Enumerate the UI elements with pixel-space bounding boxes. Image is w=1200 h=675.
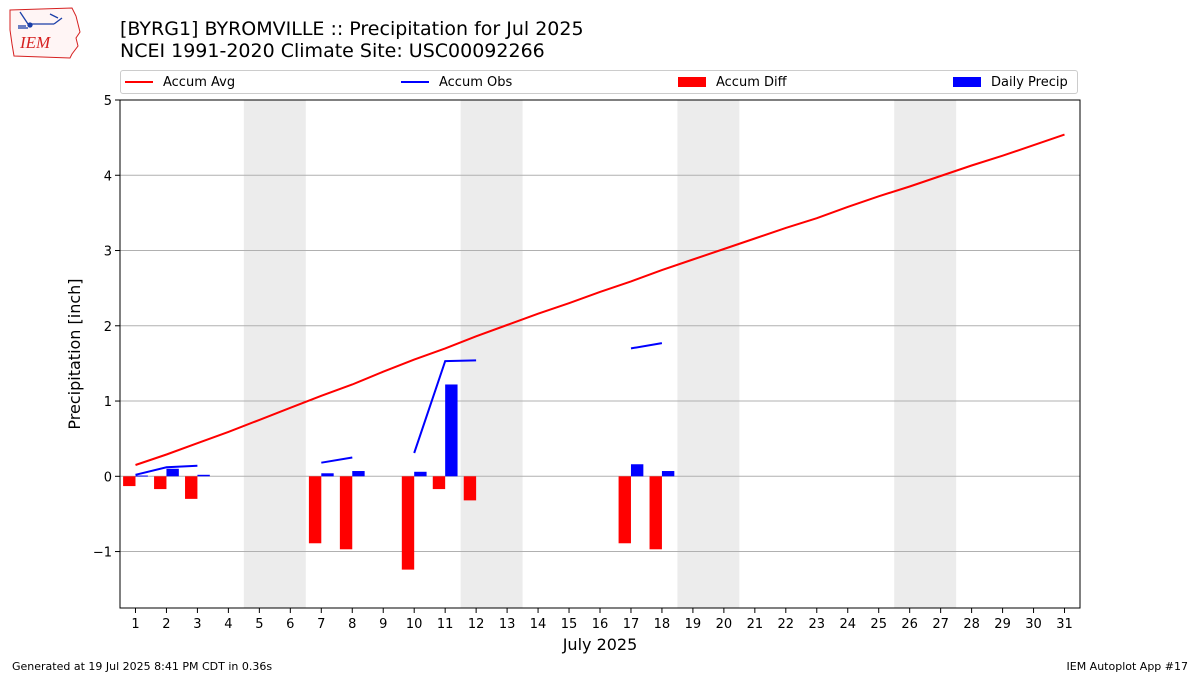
accum-obs-line [321, 456, 353, 464]
weekend-shading [243, 100, 957, 608]
legend-label-accum-diff: Accum Diff [716, 74, 787, 90]
x-tick-label: 6 [286, 617, 294, 632]
daily-precip-bar [166, 468, 179, 477]
legend-swatch-accum-avg [125, 81, 153, 83]
weekend-band-1 [243, 100, 306, 608]
x-tick-label: 25 [870, 617, 887, 632]
x-tick-label: 15 [561, 617, 578, 632]
y-axis-ticks: −1 0 1 2 3 4 5 [93, 94, 120, 561]
accum-obs-line [630, 342, 663, 350]
chart-legend: Accum Avg Accum Obs Accum Diff Daily Pre… [120, 70, 1078, 94]
x-tick-label: 2 [162, 617, 170, 632]
x-tick-label: 4 [224, 617, 232, 632]
x-tick-label: 13 [499, 617, 516, 632]
line-series [135, 133, 1065, 476]
x-tick-label: 9 [379, 617, 387, 632]
chart-subtitle: NCEI 1991-2020 Climate Site: USC00092266 [120, 40, 545, 62]
accum-diff-bar [185, 476, 198, 499]
accum-diff-bar [618, 476, 631, 544]
iem-logo: IEM [9, 7, 81, 59]
x-tick-label: 20 [716, 617, 733, 632]
x-tick-label: 18 [654, 617, 671, 632]
y-tick-label: −1 [93, 546, 112, 561]
legend-item-daily-precip: Daily Precip [953, 71, 1068, 93]
x-tick-label: 16 [592, 617, 609, 632]
x-tick-label: 21 [747, 617, 764, 632]
x-axis-label: July 2025 [562, 635, 638, 654]
x-tick-label: 19 [685, 617, 702, 632]
x-tick-label: 11 [437, 617, 454, 632]
x-tick-label: 1 [131, 617, 139, 632]
daily-precip-bar [445, 384, 458, 477]
legend-label-daily-precip: Daily Precip [991, 74, 1068, 90]
weekend-band-3 [677, 100, 740, 608]
legend-swatch-accum-diff [678, 77, 706, 87]
x-tick-label: 31 [1056, 617, 1073, 632]
accum-diff-bar [401, 476, 415, 570]
y-tick-label: 4 [104, 169, 112, 184]
weather-station-icon [18, 11, 63, 29]
x-axis-ticks: 1 2 3 4 5 6 7 8 9 10 11 12 13 14 15 16 17 18 19 20 21 22 23 24 2… [131, 608, 1073, 632]
x-tick-label: 17 [623, 617, 640, 632]
y-tick-label: 2 [104, 320, 112, 335]
x-tick-label: 30 [1025, 617, 1042, 632]
accum-diff-bar [308, 476, 322, 544]
daily-precip-bar [630, 464, 644, 477]
legend-item-accum-diff: Accum Diff [678, 71, 787, 93]
footer-generated-text: Generated at 19 Jul 2025 8:41 PM CDT in … [12, 660, 273, 673]
legend-swatch-daily-precip [953, 77, 981, 87]
y-axis-label: Precipitation [inch] [65, 278, 84, 429]
x-tick-label: 8 [348, 617, 356, 632]
bar-series [123, 384, 675, 570]
legend-label-accum-avg: Accum Avg [163, 74, 236, 90]
x-tick-label: 29 [994, 617, 1011, 632]
precipitation-chart: 1 2 3 4 5 6 7 8 9 10 11 12 13 14 15 16 17 18 19 20 21 22 23 24 2… [65, 94, 1081, 654]
x-tick-label: 22 [778, 617, 795, 632]
footer-app-text: IEM Autoplot App #17 [1066, 660, 1189, 673]
accum-diff-bar [432, 476, 446, 490]
weekend-band-4 [894, 100, 957, 608]
accum-diff-bar [339, 476, 353, 550]
accum-obs-line [135, 464, 198, 476]
y-tick-label: 5 [104, 94, 112, 109]
y-tick-label: 1 [104, 395, 112, 410]
y-tick-label: 3 [104, 245, 112, 260]
accum-obs-line [413, 359, 477, 454]
x-tick-label: 28 [963, 617, 980, 632]
daily-precip-bar [352, 471, 365, 477]
x-tick-label: 23 [809, 617, 826, 632]
weekend-band-2 [460, 100, 523, 608]
chart-title: [BYRG1] BYROMVILLE :: Precipitation for … [120, 18, 584, 40]
x-tick-label: 12 [468, 617, 485, 632]
daily-precip-bar [321, 473, 334, 477]
legend-swatch-accum-obs [401, 81, 429, 83]
legend-label-accum-obs: Accum Obs [439, 74, 513, 90]
x-tick-label: 5 [255, 617, 263, 632]
x-tick-label: 14 [530, 617, 547, 632]
x-tick-label: 7 [317, 617, 325, 632]
x-tick-label: 3 [193, 617, 201, 632]
accum-diff-bar [463, 476, 477, 501]
x-tick-label: 27 [932, 617, 949, 632]
legend-item-accum-avg: Accum Avg [125, 71, 235, 93]
daily-precip-bar [661, 471, 675, 477]
accum-diff-bar [649, 476, 662, 550]
x-tick-label: 10 [406, 617, 423, 632]
accum-avg-line [135, 133, 1065, 466]
iowa-state-outline [9, 7, 81, 59]
x-tick-label: 26 [901, 617, 918, 632]
logo-text: IEM [19, 33, 51, 52]
x-tick-label: 24 [839, 617, 856, 632]
daily-precip-bar [135, 475, 148, 477]
accum-diff-bar [154, 476, 167, 490]
daily-precip-bar [414, 471, 427, 477]
legend-item-accum-obs: Accum Obs [401, 71, 512, 93]
daily-precip-bar [197, 474, 210, 477]
accum-diff-bar [123, 476, 136, 487]
y-tick-label: 0 [104, 470, 112, 485]
